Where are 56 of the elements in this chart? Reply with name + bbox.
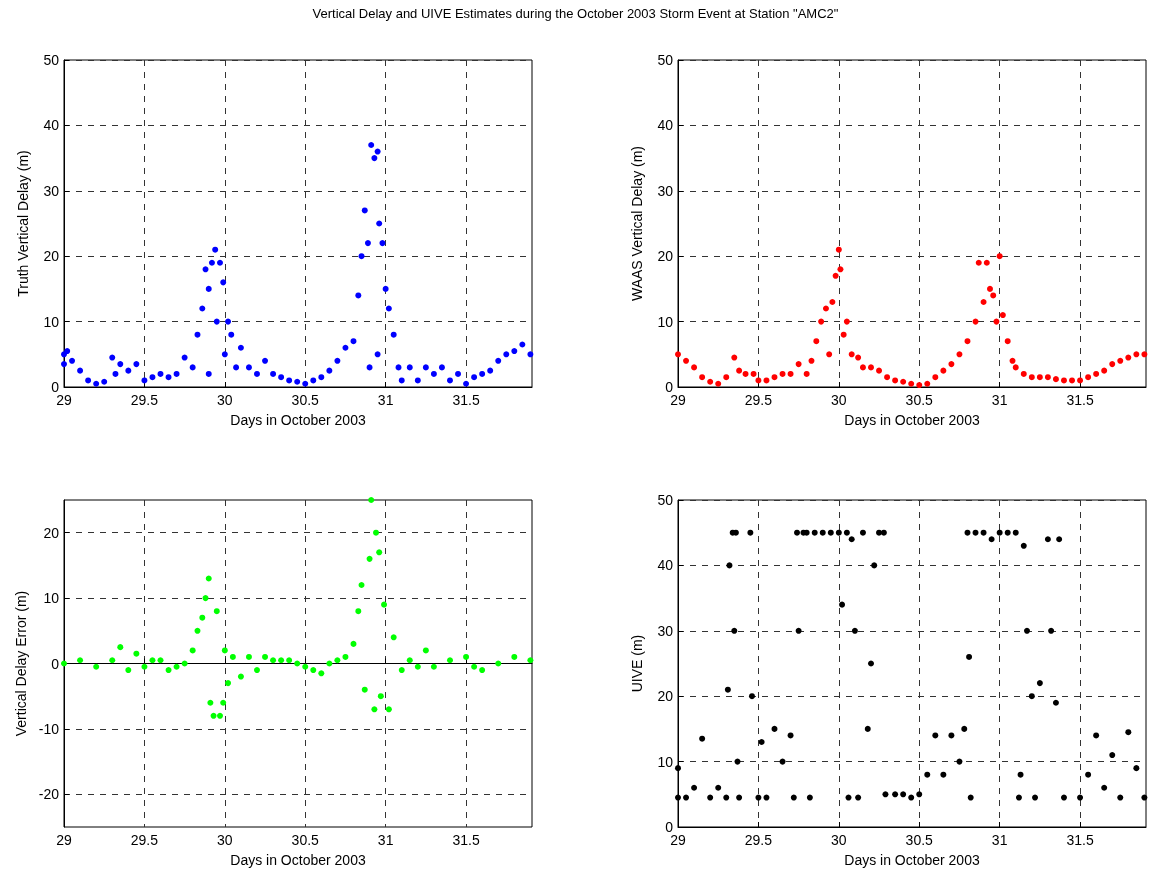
y-tick-label: 10 bbox=[657, 313, 674, 330]
x-tick-label: 29 bbox=[670, 832, 686, 848]
x-tick-label: 29 bbox=[670, 392, 686, 408]
y-tick-label: -20 bbox=[38, 786, 60, 803]
x-tick-label: 31 bbox=[377, 392, 394, 408]
x-tick-label: 30.5 bbox=[905, 832, 934, 848]
x-tick-label: 30 bbox=[831, 832, 847, 848]
y-axis-title: Truth Vertical Delay (m) bbox=[15, 150, 31, 297]
x-axis-title: Days in October 2003 bbox=[230, 852, 366, 868]
y-tick-label: 30 bbox=[657, 182, 674, 199]
y-tick-label: 50 bbox=[657, 52, 674, 68]
y-tick-label: 30 bbox=[43, 182, 60, 199]
x-tick-label: 31.5 bbox=[1066, 392, 1094, 408]
y-tick-label: 10 bbox=[43, 313, 60, 330]
y-tick-label: 40 bbox=[657, 117, 674, 134]
y-tick-label: 30 bbox=[657, 622, 674, 639]
y-tick-label: 20 bbox=[657, 248, 674, 265]
x-tick-label: 31 bbox=[377, 832, 394, 848]
x-tick-label: 29 bbox=[56, 832, 72, 848]
x-tick-label: 29.5 bbox=[744, 392, 773, 408]
x-tick-label: 29.5 bbox=[130, 832, 159, 848]
x-tick-label: 30.5 bbox=[291, 392, 320, 408]
x-tick-label: 31.5 bbox=[1066, 832, 1094, 848]
x-tick-label: 31.5 bbox=[452, 832, 480, 848]
y-tick-label: 50 bbox=[43, 52, 60, 68]
x-axis-title: Days in October 2003 bbox=[844, 412, 980, 428]
y-axis-title: UIVE (m) bbox=[629, 634, 645, 693]
y-tick-label: 20 bbox=[657, 688, 674, 705]
y-tick-label: 20 bbox=[43, 248, 60, 265]
x-tick-label: 30 bbox=[831, 392, 847, 408]
text: Vertical Delay and UIVE Estimates during the October 2003 Storm Event at Station "AMC2" bbox=[311, 6, 840, 21]
x-tick-label: 31 bbox=[991, 832, 1008, 848]
y-tick-label: 40 bbox=[657, 557, 674, 574]
x-axis-title: Days in October 2003 bbox=[844, 852, 980, 868]
y-axis-title: Vertical Delay Error (m) bbox=[12, 590, 29, 737]
x-tick-label: 31 bbox=[991, 392, 1008, 408]
y-tick-label: 0 bbox=[51, 655, 60, 672]
x-tick-label: 31.5 bbox=[452, 392, 480, 408]
x-tick-label: 29.5 bbox=[130, 392, 159, 408]
y-tick-label: 10 bbox=[43, 590, 60, 607]
x-tick-label: 29.5 bbox=[744, 832, 773, 848]
x-tick-label: 30.5 bbox=[291, 832, 320, 848]
y-tick-label: 0 bbox=[51, 379, 60, 395]
y-axis-title: WAAS Vertical Delay (m) bbox=[629, 145, 645, 302]
x-tick-label: 29 bbox=[56, 392, 72, 408]
x-tick-label: 30.5 bbox=[905, 392, 934, 408]
x-tick-label: 30 bbox=[217, 392, 233, 408]
y-tick-label: 10 bbox=[657, 753, 674, 770]
y-tick-label: 40 bbox=[43, 117, 60, 134]
y-tick-label: 0 bbox=[665, 819, 674, 835]
y-tick-label: 50 bbox=[657, 492, 674, 508]
y-tick-label: -10 bbox=[38, 720, 60, 737]
y-tick-label: 0 bbox=[665, 379, 674, 395]
x-tick-label: 30 bbox=[217, 832, 233, 848]
x-axis-title: Days in October 2003 bbox=[230, 412, 366, 428]
y-tick-label: 20 bbox=[43, 524, 60, 541]
